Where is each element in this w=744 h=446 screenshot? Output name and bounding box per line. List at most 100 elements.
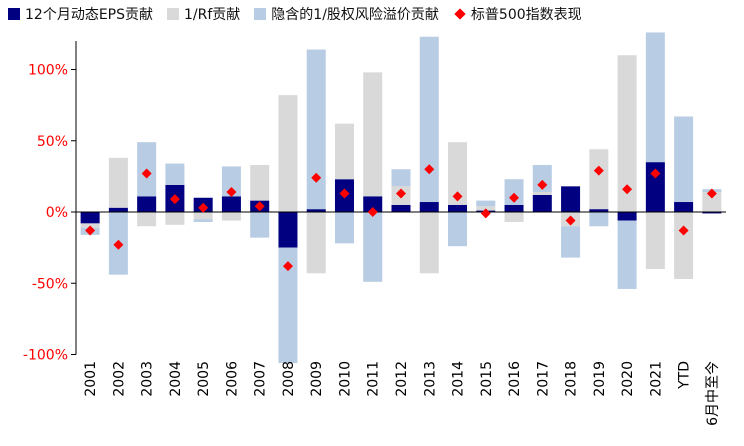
- x-tick-label: 2005: [196, 361, 212, 397]
- bar-rf-2006: [221, 212, 241, 221]
- bar-eps-YTD: [674, 202, 694, 212]
- bar-erp-2010: [334, 212, 354, 244]
- x-tick-label: 2012: [394, 361, 410, 397]
- x-tick-label: 2021: [648, 361, 664, 397]
- x-tick-label: 2020: [620, 361, 636, 397]
- legend-swatch-eps: [8, 8, 20, 20]
- marker-sp-2020: [622, 184, 633, 195]
- marker-sp-2015: [480, 208, 491, 219]
- bar-rf-2017: [532, 192, 552, 195]
- marker-sp-2012: [396, 188, 406, 199]
- x-tick-label: 2008: [281, 361, 297, 397]
- legend: 12个月动态EPS贡献 1/Rf贡献 隐含的1/股权风险溢价贡献 标普500指数…: [8, 2, 596, 26]
- legend-item-eps: 12个月动态EPS贡献: [8, 4, 153, 24]
- legend-swatch-rf: [167, 8, 179, 20]
- bar-eps-6月中至今: [702, 212, 722, 214]
- bar-rf-2005: [193, 212, 213, 220]
- bar-rf-2004: [165, 212, 185, 225]
- bar-erp-2017: [532, 164, 552, 193]
- bar-rf-2016: [504, 212, 524, 222]
- x-tick-label: 2003: [140, 361, 156, 397]
- bar-erp-2018: [561, 226, 581, 258]
- x-tick-label: 2006: [224, 361, 240, 397]
- x-tick-label: 2004: [168, 361, 184, 397]
- marker-sp-2009: [311, 172, 322, 183]
- bar-rf-2011: [363, 72, 383, 197]
- x-tick-label: 2017: [535, 361, 551, 397]
- y-tick-label: 100%: [28, 63, 68, 79]
- marker-sp-2004: [169, 194, 180, 205]
- legend-item-rf: 1/Rf贡献: [167, 4, 240, 24]
- legend-swatch-erp: [254, 8, 267, 20]
- x-tick-label: 2016: [507, 361, 523, 397]
- x-tick-label: 2001: [83, 361, 99, 397]
- bar-eps-2012: [391, 204, 411, 213]
- legend-item-erp: 隐含的1/股权风险溢价贡献: [254, 4, 439, 24]
- bar-eps-2021: [645, 162, 665, 213]
- bar-eps-2018: [561, 186, 581, 212]
- y-tick-label: 0%: [46, 205, 68, 221]
- bar-eps-2002: [108, 207, 128, 212]
- bar-erp-YTD: [674, 116, 694, 203]
- marker-sp-2018: [565, 215, 576, 226]
- bar-erp-2014: [448, 212, 468, 247]
- marker-sp-2002: [113, 239, 124, 250]
- bar-rf-2013: [419, 212, 439, 274]
- x-tick-label: YTD: [677, 361, 693, 390]
- bar-erp-2008: [278, 247, 298, 364]
- bar-rf-2020: [617, 55, 637, 212]
- bar-rf-2008: [278, 95, 298, 212]
- marker-sp-2003: [141, 168, 152, 179]
- x-tick-label: 2010: [337, 361, 353, 397]
- bar-erp-2009: [306, 49, 326, 210]
- marker-sp-2016: [509, 192, 520, 203]
- marker-sp-2008: [282, 261, 293, 272]
- bar-rf-YTD: [674, 212, 694, 279]
- bar-erp-2013: [419, 36, 439, 203]
- bar-eps-2019: [589, 209, 609, 212]
- bar-rf-2019: [589, 149, 609, 210]
- x-tick-label: 6月中至今: [705, 361, 721, 426]
- marker-sp-2010: [339, 188, 350, 199]
- marker-sp-2005: [198, 202, 209, 213]
- bar-erp-2006: [221, 166, 241, 197]
- bar-eps-2014: [448, 204, 468, 213]
- marker-sp-2011: [367, 207, 378, 217]
- bar-rf-2021: [645, 212, 665, 269]
- marker-sp-2001: [85, 225, 96, 236]
- bar-eps-2017: [532, 194, 552, 212]
- y-tick-label: -100%: [23, 348, 68, 364]
- x-tick-label: 2007: [253, 361, 269, 397]
- legend-label-sp: 标普500指数表现: [470, 7, 582, 23]
- x-tick-label: 2018: [564, 361, 580, 397]
- legend-label-erp: 隐含的1/股权风险溢价贡献: [271, 7, 439, 23]
- bar-eps-2003: [137, 196, 157, 212]
- bar-eps-2006: [221, 196, 241, 212]
- marker-sp-2006: [226, 187, 237, 198]
- legend-label-eps: 12个月动态EPS贡献: [25, 7, 153, 23]
- bar-rf-2014: [448, 142, 468, 205]
- bar-erp-2020: [617, 220, 637, 289]
- bar-erp-2021: [645, 32, 665, 163]
- bar-erp-2004: [165, 163, 185, 185]
- bar-rf-6月中至今: [702, 192, 722, 212]
- bar-eps-2008: [278, 212, 298, 248]
- marker-sp-2019: [593, 165, 604, 176]
- bar-rf-2003: [137, 212, 157, 227]
- bar-eps-2001: [80, 212, 100, 224]
- bar-eps-2016: [504, 204, 524, 213]
- bar-erp-2012: [391, 169, 411, 187]
- marker-sp-6月中至今: [706, 188, 717, 199]
- x-tick-label: 2011: [366, 361, 382, 397]
- marker-sp-2021: [650, 168, 661, 179]
- bar-erp-2016: [504, 179, 524, 205]
- marker-sp-YTD: [678, 225, 689, 236]
- x-tick-label: 2013: [422, 361, 438, 397]
- x-tick-label: 2002: [111, 361, 127, 397]
- bar-erp-2019: [589, 212, 609, 227]
- bar-erp-2005: [193, 219, 213, 222]
- legend-label-rf: 1/Rf贡献: [184, 7, 241, 23]
- bar-rf-2007: [250, 164, 270, 201]
- x-tick-label: 2015: [479, 361, 495, 397]
